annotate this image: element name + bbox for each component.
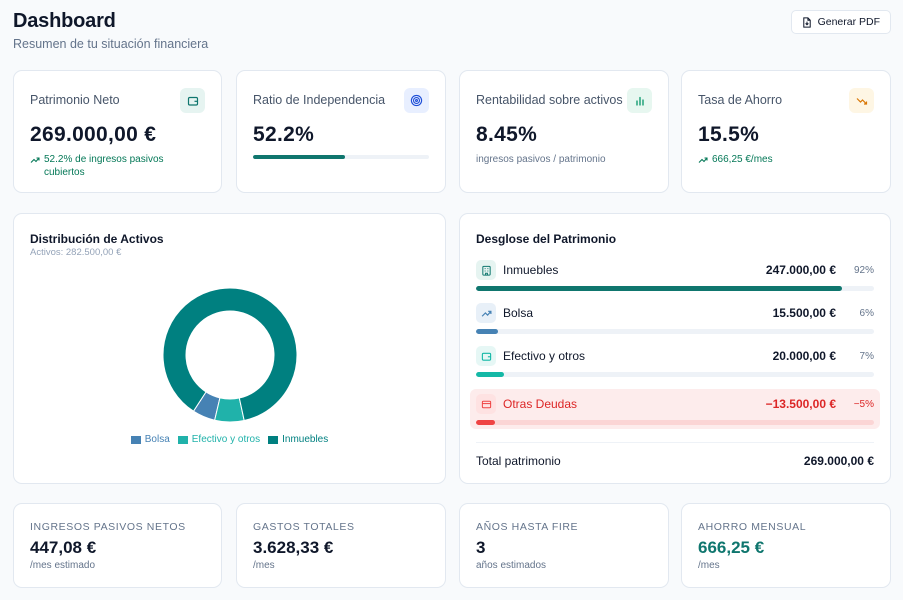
breakdown-bar-fill: [476, 286, 843, 291]
stat-subtext: años estimados: [476, 560, 547, 571]
kpi-value: 269.000,00 €: [30, 123, 157, 146]
kpi-subtext: 666,25 €/mes: [698, 153, 773, 166]
breakdown-percent: 92%: [853, 264, 874, 276]
kpi-label: Rentabilidad sobre activos: [476, 93, 623, 107]
breakdown-bar: [476, 329, 874, 334]
trending-down-icon: [849, 88, 874, 113]
breakdown-row-real-estate: Inmuebles 247.000,00 € 92%: [476, 259, 874, 291]
page-title: Dashboard: [13, 10, 116, 32]
stat-subtext: /mes: [698, 560, 720, 571]
kpi-label: Patrimonio Neto: [30, 93, 120, 107]
kpi-value: 15.5%: [698, 123, 760, 146]
kpi-value: 8.45%: [476, 123, 538, 146]
stat-value: 447,08 €: [30, 538, 97, 557]
chart-legend: Bolsa Efectivo y otros Inmuebles: [14, 434, 445, 445]
stat-value: 3.628,33 €: [253, 538, 334, 557]
page-header: Dashboard Resumen de tu situación financ…: [13, 10, 208, 51]
kpi-subtext: 52.2% de ingresos pasivos cubiertos: [30, 153, 180, 179]
breakdown-amount: −13.500,00 €: [765, 397, 836, 411]
net-worth-breakdown-card: Desglose del Patrimonio Inmuebles 247.00…: [459, 213, 891, 484]
kpi-subtext: ingresos pasivos / patrimonio: [476, 154, 606, 165]
breakdown-bar: [476, 372, 874, 377]
stat-value: 3: [476, 538, 486, 557]
breakdown-row-stocks: Bolsa 15.500,00 € 6%: [476, 302, 874, 334]
section-title: Distribución de Activos: [30, 232, 164, 246]
stat-card-years-to-fire: AÑOS HASTA FIRE 3 años estimados: [459, 503, 669, 588]
legend-item[interactable]: Bolsa: [130, 434, 170, 445]
kpi-card-savings-rate: Tasa de Ahorro 15.5% 666,25 €/mes: [681, 70, 891, 193]
file-icon: [802, 16, 811, 28]
breakdown-bar-fill: [476, 329, 498, 334]
stat-label: GASTOS TOTALES: [253, 521, 355, 533]
credit-card-icon: [476, 394, 496, 414]
stat-subtext: /mes: [253, 560, 275, 571]
stat-card-passive-income: INGRESOS PASIVOS NETOS 447,08 € /mes est…: [13, 503, 222, 588]
kpi-card-net-worth: Patrimonio Neto 269.000,00 € 52.2% de in…: [13, 70, 222, 193]
breakdown-percent: 6%: [859, 307, 874, 319]
wallet-icon: [180, 88, 205, 113]
breakdown-amount: 15.500,00 €: [772, 306, 836, 320]
legend-swatch: [268, 435, 279, 444]
bar-chart-icon: [627, 88, 652, 113]
legend-item[interactable]: Efectivo y otros: [177, 434, 261, 445]
trending-up-icon: [476, 303, 496, 323]
legend-swatch: [177, 435, 188, 444]
legend-item[interactable]: Inmuebles: [268, 434, 328, 445]
trending-up-icon: [30, 157, 40, 163]
progress-fill: [253, 155, 345, 159]
total-row: Total patrimonio 269.000,00 €: [476, 454, 874, 468]
stat-value: 666,25 €: [698, 538, 765, 557]
stat-subtext: /mes estimado: [30, 560, 96, 571]
breakdown-bar: [476, 420, 874, 425]
total-value: 269.000,00 €: [803, 454, 874, 468]
kpi-label: Ratio de Independencia: [253, 93, 386, 107]
kpi-label: Tasa de Ahorro: [698, 93, 783, 107]
kpi-card-return-on-assets: Rentabilidad sobre activos 8.45% ingreso…: [459, 70, 669, 193]
breakdown-name: Inmuebles: [503, 263, 559, 277]
generate-pdf-button[interactable]: Generar PDF: [790, 10, 891, 34]
breakdown-bar-fill: [476, 372, 505, 377]
page-subtitle: Resumen de tu situación financiera: [13, 37, 209, 51]
section-subtitle: Activos: 282.500,00 €: [30, 247, 122, 258]
target-icon: [404, 88, 429, 113]
trending-up-icon: [698, 157, 708, 163]
breakdown-row-other-debts: Otras Deudas −13.500,00 € −5%: [476, 393, 874, 425]
breakdown-percent: 7%: [859, 350, 874, 362]
breakdown-name: Bolsa: [503, 306, 534, 320]
section-title: Desglose del Patrimonio: [476, 232, 617, 246]
independence-progress-bar: [253, 155, 429, 159]
legend-label: Efectivo y otros: [191, 434, 261, 445]
legend-label: Bolsa: [144, 434, 170, 445]
kpi-card-independence: Ratio de Independencia 52.2%: [236, 70, 446, 193]
stat-card-total-expenses: GASTOS TOTALES 3.628,33 € /mes: [236, 503, 446, 588]
generate-pdf-label: Generar PDF: [817, 16, 880, 28]
breakdown-amount: 20.000,00 €: [772, 349, 836, 363]
donut-slice-inmuebles[interactable]: [162, 287, 298, 422]
breakdown-bar-fill: [476, 420, 496, 425]
breakdown-name: Efectivo y otros: [503, 349, 586, 363]
breakdown-bar: [476, 286, 874, 291]
divider: [476, 442, 874, 443]
kpi-value: 52.2%: [253, 123, 315, 146]
legend-swatch: [130, 435, 141, 444]
building-icon: [476, 260, 496, 280]
total-label: Total patrimonio: [476, 454, 561, 468]
wallet-icon: [476, 346, 496, 366]
legend-label: Inmuebles: [282, 434, 329, 445]
stat-card-monthly-savings: AHORRO MENSUAL 666,25 € /mes: [681, 503, 891, 588]
stat-label: INGRESOS PASIVOS NETOS: [30, 521, 186, 533]
breakdown-amount: 247.000,00 €: [765, 263, 836, 277]
asset-donut-chart: [162, 287, 298, 423]
breakdown-percent: −5%: [853, 398, 874, 410]
stat-label: AÑOS HASTA FIRE: [476, 521, 579, 533]
stat-label: AHORRO MENSUAL: [698, 521, 807, 533]
asset-distribution-card: Distribución de Activos Activos: 282.500…: [13, 213, 446, 484]
breakdown-row-cash: Efectivo y otros 20.000,00 € 7%: [476, 345, 874, 377]
breakdown-name: Otras Deudas: [503, 397, 578, 411]
